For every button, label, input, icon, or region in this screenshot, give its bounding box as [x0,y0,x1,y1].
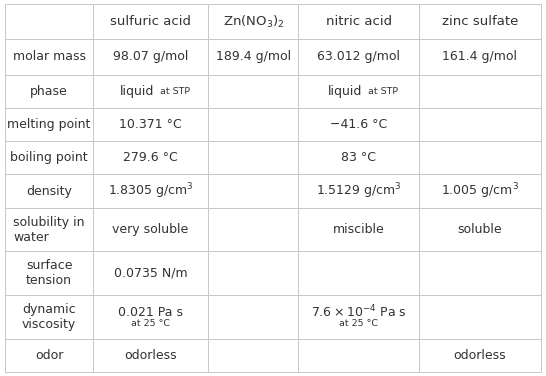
Bar [93,4,208,39]
Text: sulfuric acid: sulfuric acid [110,15,191,28]
Text: 279.6 °C: 279.6 °C [123,151,178,164]
Bar [5,39,93,74]
Bar [5,208,93,252]
Text: very soluble: very soluble [112,223,188,236]
Bar [298,4,419,39]
Bar [298,295,419,339]
Text: miscible: miscible [333,223,385,236]
Bar [93,339,208,372]
Bar [298,74,419,108]
Text: odorless: odorless [124,349,177,362]
Bar [419,174,541,208]
Text: liquid: liquid [328,85,363,98]
Text: density: density [26,185,72,198]
Bar [419,339,541,372]
Bar [5,295,93,339]
Bar [208,208,298,252]
Bar [5,339,93,372]
Text: 0.021 Pa s: 0.021 Pa s [118,306,183,319]
Text: odor: odor [35,349,63,362]
Text: boiling point: boiling point [10,151,88,164]
Text: at STP: at STP [160,87,190,96]
Bar [208,339,298,372]
Bar [208,4,298,39]
Bar [419,108,541,141]
Bar [298,339,419,372]
Bar [93,208,208,252]
Bar [5,108,93,141]
Bar [93,39,208,74]
Bar [208,141,298,174]
Text: 1.5129 g/cm$^3$: 1.5129 g/cm$^3$ [316,181,402,201]
Bar [419,295,541,339]
Bar [419,208,541,252]
Bar [419,141,541,174]
Text: 189.4 g/mol: 189.4 g/mol [216,50,291,63]
Bar [419,252,541,295]
Text: −41.6 °C: −41.6 °C [330,118,388,131]
Bar [298,39,419,74]
Bar [298,141,419,174]
Text: liquid: liquid [120,85,154,98]
Text: solubility in
water: solubility in water [13,216,85,244]
Bar [208,295,298,339]
Text: odorless: odorless [454,349,506,362]
Text: 161.4 g/mol: 161.4 g/mol [442,50,518,63]
Text: 63.012 g/mol: 63.012 g/mol [317,50,400,63]
Bar [208,174,298,208]
Bar [298,108,419,141]
Text: phase: phase [30,85,68,98]
Text: 10.371 °C: 10.371 °C [119,118,182,131]
Text: dynamic
viscosity: dynamic viscosity [22,303,76,331]
Text: 1.005 g/cm$^3$: 1.005 g/cm$^3$ [441,181,519,201]
Bar [5,174,93,208]
Bar [93,295,208,339]
Bar [419,39,541,74]
Text: 1.8305 g/cm$^3$: 1.8305 g/cm$^3$ [108,181,193,201]
Bar [93,108,208,141]
Bar [208,252,298,295]
Bar [298,252,419,295]
Text: soluble: soluble [458,223,502,236]
Bar [208,74,298,108]
Text: 0.0735 N/m: 0.0735 N/m [114,267,187,280]
Text: nitric acid: nitric acid [326,15,392,28]
Bar [93,174,208,208]
Bar [93,74,208,108]
Bar [208,108,298,141]
Bar [419,4,541,39]
Text: 83 °C: 83 °C [341,151,376,164]
Bar [93,252,208,295]
Text: 98.07 g/mol: 98.07 g/mol [113,50,188,63]
Bar [208,39,298,74]
Bar [5,4,93,39]
Bar [419,74,541,108]
Bar [298,208,419,252]
Text: at STP: at STP [369,87,399,96]
Bar [298,174,419,208]
Bar [5,141,93,174]
Text: $7.6\times10^{-4}$ Pa s: $7.6\times10^{-4}$ Pa s [311,304,407,321]
Bar [5,252,93,295]
Text: at 25 °C: at 25 °C [340,319,378,328]
Text: molar mass: molar mass [13,50,86,63]
Text: at 25 °C: at 25 °C [131,319,170,328]
Text: zinc sulfate: zinc sulfate [442,15,518,28]
Text: melting point: melting point [8,118,91,131]
Bar [93,141,208,174]
Text: surface
tension: surface tension [26,259,73,287]
Text: Zn(NO$_3$)$_2$: Zn(NO$_3$)$_2$ [223,14,284,29]
Bar [5,74,93,108]
